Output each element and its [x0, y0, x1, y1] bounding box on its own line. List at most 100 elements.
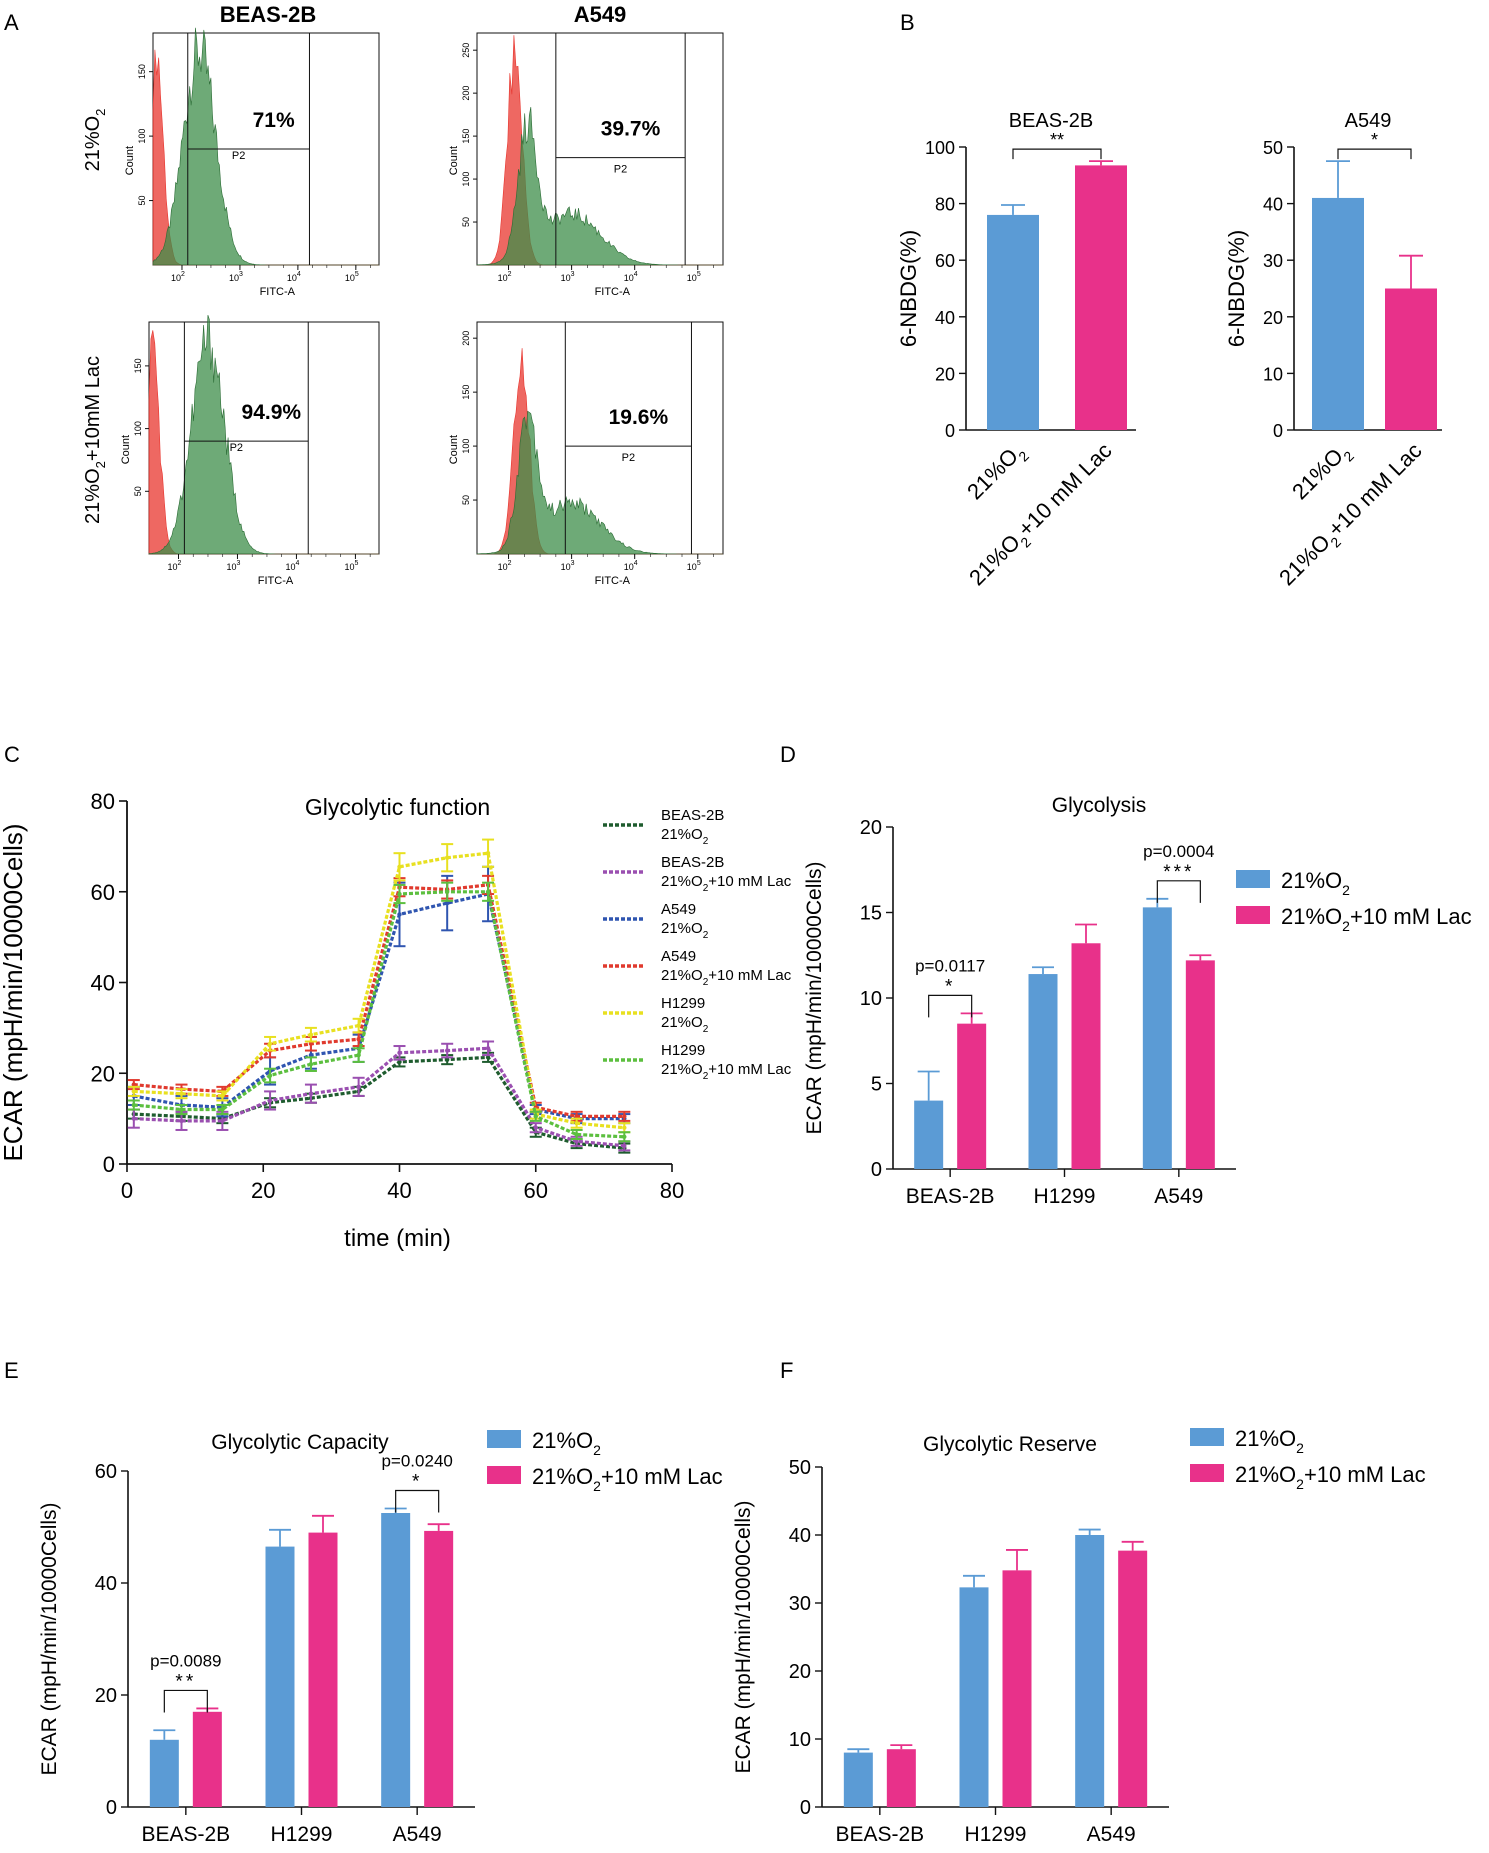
green-histogram-stained [152, 27, 379, 266]
y-tick-label: 20 [860, 817, 882, 839]
bar [959, 1587, 989, 1807]
data-point [267, 1073, 273, 1078]
data-point [397, 1059, 402, 1065]
gate-label: P2 [614, 164, 627, 176]
y-tick-label: 60 [91, 880, 115, 905]
significance-bracket [1012, 148, 1102, 160]
x-axis-label: FITC-A [258, 575, 294, 587]
y-axis-label: ECAR (mpH/min/10000Cells) [803, 861, 826, 1134]
panel-e-glycolytic-capacity-bars: 0 20 40 60 BEAS-2B H1299 A549 Glycolytic Capaci… [38, 1428, 723, 1846]
bar [1075, 1535, 1105, 1807]
y-tick-label: 40 [935, 308, 955, 328]
data-point [356, 1084, 361, 1090]
legend-condition: 21%O2+10 mM Lac [661, 873, 792, 894]
y-tick-label: 200 [461, 331, 471, 346]
series-line [133, 883, 625, 1119]
legend-swatch [487, 1430, 521, 1448]
y-tick-label: 0 [800, 1797, 811, 1819]
data-point [308, 1052, 314, 1058]
y-axis-label: Count [448, 435, 460, 464]
p-value: p=0.0117 [915, 956, 985, 975]
legend-swatch [1236, 906, 1270, 924]
bar [1002, 1570, 1032, 1807]
y-tick-label: 40 [789, 1525, 811, 1547]
data-point [179, 1107, 184, 1112]
significance-stars: ** [1050, 130, 1064, 150]
data-point [485, 1055, 491, 1060]
data-point [308, 1041, 314, 1046]
y-tick-label: 40 [1263, 195, 1283, 215]
legend-label: H1299 [661, 995, 705, 1012]
y-tick-label: 150 [461, 129, 471, 144]
legend-swatch [1236, 870, 1270, 888]
x-tick-label: 105 [687, 271, 701, 283]
data-point [397, 1050, 402, 1056]
data-point [220, 1118, 225, 1124]
green-histogram-stained [476, 410, 723, 555]
y-tick-label: 0 [945, 421, 955, 441]
y-tick-label: 20 [1263, 308, 1283, 328]
significance-bracket [1337, 148, 1412, 160]
legend-label: 21%O2+10 mM Lac [532, 1464, 723, 1494]
y-axis-label: ECAR (mpH/min/10000Cells) [732, 1500, 755, 1773]
gate-label: P2 [230, 442, 243, 454]
legend-condition: 21%O2 [661, 1014, 709, 1035]
bar [1071, 943, 1101, 1169]
bar [1118, 1550, 1148, 1807]
series-line [133, 1046, 625, 1148]
legend-label: 21%O2 [1281, 868, 1350, 898]
y-axis-label: Count [124, 146, 136, 175]
y-tick-label: 40 [95, 1573, 117, 1595]
data-point [622, 1125, 627, 1130]
data-point [622, 1143, 627, 1149]
y-tick-label: 0 [106, 1797, 117, 1819]
y-axis-label: Count [120, 435, 132, 464]
legend-swatch [1190, 1464, 1224, 1482]
y-tick-label: 60 [95, 1461, 117, 1483]
x-tick-label: 104 [287, 271, 301, 283]
data-point [485, 1046, 491, 1051]
chart-title: Glycolytic function [305, 794, 490, 820]
legend-condition: 21%O2+10 mM Lac [661, 1061, 792, 1082]
y-tick-label: 100 [925, 138, 955, 158]
y-tick-label: 80 [91, 789, 115, 814]
data-point [131, 1102, 137, 1108]
x-tick-label: 103 [229, 271, 243, 283]
significance-bracket [163, 1689, 208, 1713]
y-axis-label: ECAR (mpH/min/10000Cells) [38, 1502, 61, 1775]
y-tick-label: 50 [133, 486, 143, 496]
significance-bracket [928, 994, 973, 1018]
legend-label: 21%O2 [532, 1428, 601, 1458]
y-tick-label: 20 [95, 1685, 117, 1707]
x-tick-label: 105 [687, 560, 701, 572]
data-point [131, 1116, 137, 1121]
subchart-title: A549 [1345, 110, 1392, 132]
bar [1312, 197, 1364, 430]
panel-a-flow-cytometry: BEAS-2B A549 21%O2 21%O2+10mM Lac P2 71% 50 100… [82, 2, 724, 587]
y-tick-label: 40 [91, 971, 115, 996]
data-point [356, 1037, 361, 1042]
data-point [131, 1089, 137, 1094]
data-point [533, 1114, 538, 1119]
y-tick-label: 20 [935, 364, 955, 384]
x-tick-label: 104 [624, 560, 638, 572]
panel-label-a: A [4, 10, 19, 35]
data-point [574, 1132, 579, 1137]
y-axis-label: 6-NBDG(%) [896, 230, 921, 347]
x-tick-label: 80 [660, 1178, 684, 1203]
legend-label: 21%O2 [1235, 1426, 1304, 1456]
x-tick-label: 102 [498, 560, 512, 572]
legend-swatch [487, 1466, 521, 1484]
y-tick-label: 150 [461, 385, 471, 400]
y-tick-label: 5 [871, 1074, 882, 1096]
row-title: 21%O2 [82, 109, 108, 172]
data-point [308, 1061, 314, 1067]
data-point [444, 855, 450, 860]
legend-label: A549 [661, 948, 696, 965]
bar [381, 1513, 411, 1807]
x-tick-label: 102 [168, 560, 182, 572]
p-value: p=0.0004 [1143, 842, 1214, 861]
gate-label: P2 [622, 452, 635, 464]
x-axis-label: time (min) [344, 1225, 451, 1252]
gate-percent: 94.9% [242, 401, 302, 424]
